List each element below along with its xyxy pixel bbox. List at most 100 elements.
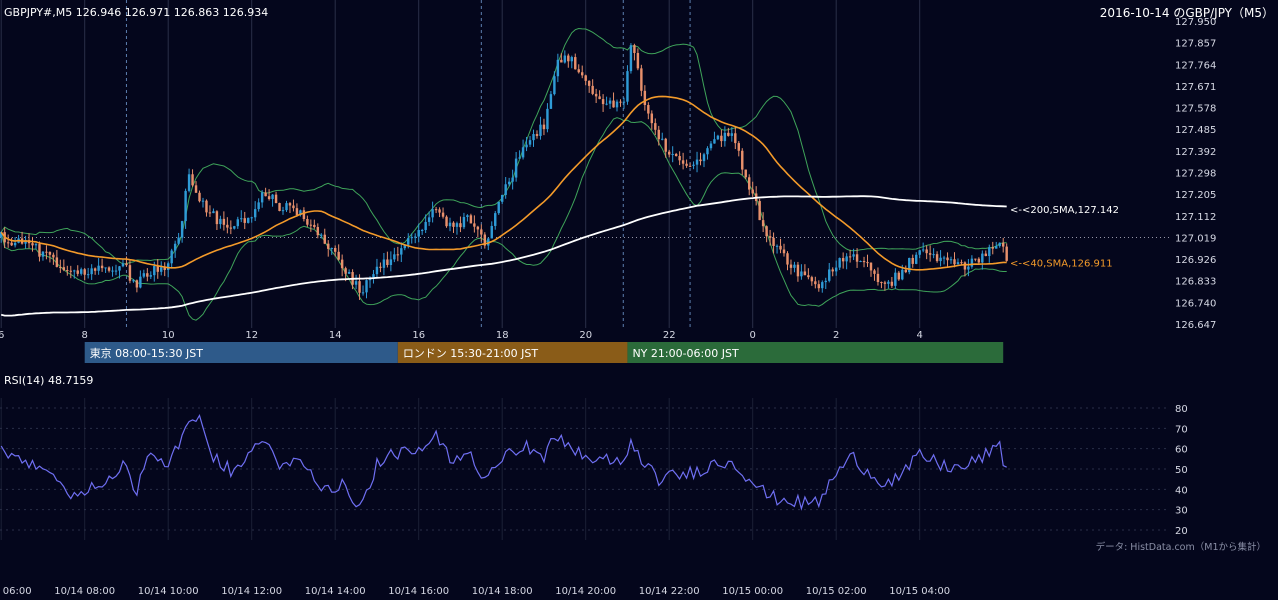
chart-title: 2016-10-14 のGBP/JPY（M5）: [1100, 6, 1274, 20]
candle-body: [48, 251, 52, 255]
candle-body: [240, 218, 243, 220]
candle-body: [13, 242, 17, 246]
candle-body: [577, 69, 580, 73]
x-tick-label: 22: [663, 330, 676, 341]
candle-body: [184, 190, 187, 222]
candle-body: [734, 133, 737, 144]
candle-body: [166, 263, 170, 271]
candle-body: [38, 244, 41, 257]
candle-body: [528, 140, 532, 145]
candle-body: [779, 245, 782, 250]
candle-body: [643, 90, 647, 106]
candle-body: [727, 132, 730, 136]
candle-body: [883, 282, 887, 284]
candle-body: [132, 280, 135, 282]
candle-body: [247, 217, 250, 223]
candle-body: [636, 52, 640, 69]
candle-body: [949, 259, 953, 261]
rsi-y-tick-label: 80: [1175, 404, 1188, 415]
candle-body: [716, 135, 720, 140]
candle-body: [66, 270, 69, 272]
candle-body: [514, 158, 518, 178]
x-tick-label: 18: [496, 330, 509, 341]
candle-body: [201, 200, 205, 202]
candle-body: [876, 273, 880, 283]
candle-body: [855, 254, 859, 262]
candle-body: [810, 277, 814, 282]
candle-body: [567, 55, 570, 62]
candle-body: [814, 281, 817, 285]
candle-body: [497, 201, 500, 214]
x-tick-label: 4: [917, 330, 923, 341]
candle-body: [706, 148, 709, 155]
candle-body: [427, 217, 431, 222]
candle-body: [925, 249, 928, 254]
candlestick-layer: [0, 43, 1008, 300]
candle-body: [605, 103, 608, 105]
y-tick-label: 127.112: [1175, 212, 1216, 223]
candle-body: [807, 275, 810, 278]
candle-body: [215, 211, 219, 225]
candle-body: [424, 221, 427, 230]
candle-body: [386, 259, 389, 266]
bollinger-band-layer: [0, 27, 1007, 321]
candle-body: [139, 276, 142, 288]
candle-body: [302, 210, 306, 220]
candle-body: [292, 205, 295, 209]
candle-body: [942, 257, 946, 259]
rsi-y-tick-label: 60: [1175, 445, 1188, 456]
candle-body: [156, 265, 159, 272]
candle-body: [396, 254, 400, 256]
candle-body: [480, 229, 483, 235]
candle-body: [667, 151, 671, 155]
candle-body: [208, 212, 212, 214]
candle-body: [591, 85, 594, 94]
candle-body: [699, 159, 702, 162]
chart-header: GBPJPY#,M5 126.946 126.971 126.863 126.9…: [4, 6, 268, 19]
candle-body: [803, 271, 807, 276]
candle-body: [532, 134, 535, 141]
candle-body: [250, 217, 253, 219]
candle-body: [243, 218, 246, 223]
candle-body: [967, 266, 970, 270]
candle-body: [991, 247, 994, 249]
candle-body: [629, 45, 633, 72]
candle-body: [45, 251, 48, 253]
time-axis-label: 10/15 04:00: [889, 586, 950, 597]
x-tick-label: 8: [82, 330, 88, 341]
candle-body: [518, 157, 521, 159]
sma40-line: [0, 95, 1007, 271]
y-tick-label: 126.833: [1175, 277, 1216, 288]
y-tick-label: 126.926: [1175, 255, 1216, 266]
candle-body: [455, 223, 459, 227]
candle-body: [709, 143, 713, 149]
candle-body: [417, 230, 420, 237]
candle-body: [236, 219, 240, 227]
candle-body: [935, 254, 939, 262]
candle-body: [281, 210, 285, 212]
candle-body: [62, 267, 66, 271]
candle-body: [198, 192, 201, 202]
candle-body: [438, 209, 441, 213]
candle-body: [313, 224, 316, 228]
candle-body: [549, 94, 553, 109]
candle-body: [751, 189, 754, 194]
rsi-y-tick-label: 20: [1175, 526, 1188, 537]
rsi-y-tick-label: 30: [1175, 506, 1188, 517]
candle-body: [320, 234, 323, 236]
candle-body: [570, 57, 574, 62]
candle-body: [723, 132, 727, 142]
candle-body: [500, 194, 504, 202]
candle-body: [758, 201, 761, 221]
candle-body: [264, 192, 267, 197]
x-tick-label: 12: [245, 330, 258, 341]
candle-body: [626, 71, 629, 102]
candle-body: [619, 101, 622, 103]
candle-body: [661, 138, 664, 140]
candle-body: [796, 264, 800, 277]
x-tick-label: 2: [833, 330, 839, 341]
candle-body: [229, 227, 233, 229]
candle-body: [170, 250, 173, 264]
time-axis-label: 10/14 18:00: [472, 586, 533, 597]
candle-body: [260, 192, 264, 203]
